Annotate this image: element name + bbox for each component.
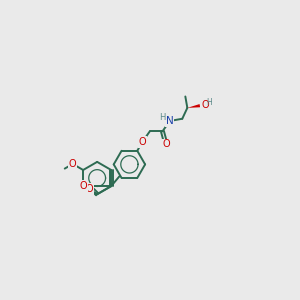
Text: O: O: [201, 100, 209, 110]
Text: H: H: [207, 98, 212, 107]
Text: O: O: [163, 140, 170, 149]
Text: O: O: [85, 184, 93, 194]
Text: O: O: [79, 181, 87, 191]
Text: H: H: [159, 113, 166, 122]
Text: O: O: [69, 159, 76, 169]
Polygon shape: [187, 104, 200, 108]
Text: O: O: [139, 137, 146, 147]
Text: N: N: [166, 116, 174, 126]
